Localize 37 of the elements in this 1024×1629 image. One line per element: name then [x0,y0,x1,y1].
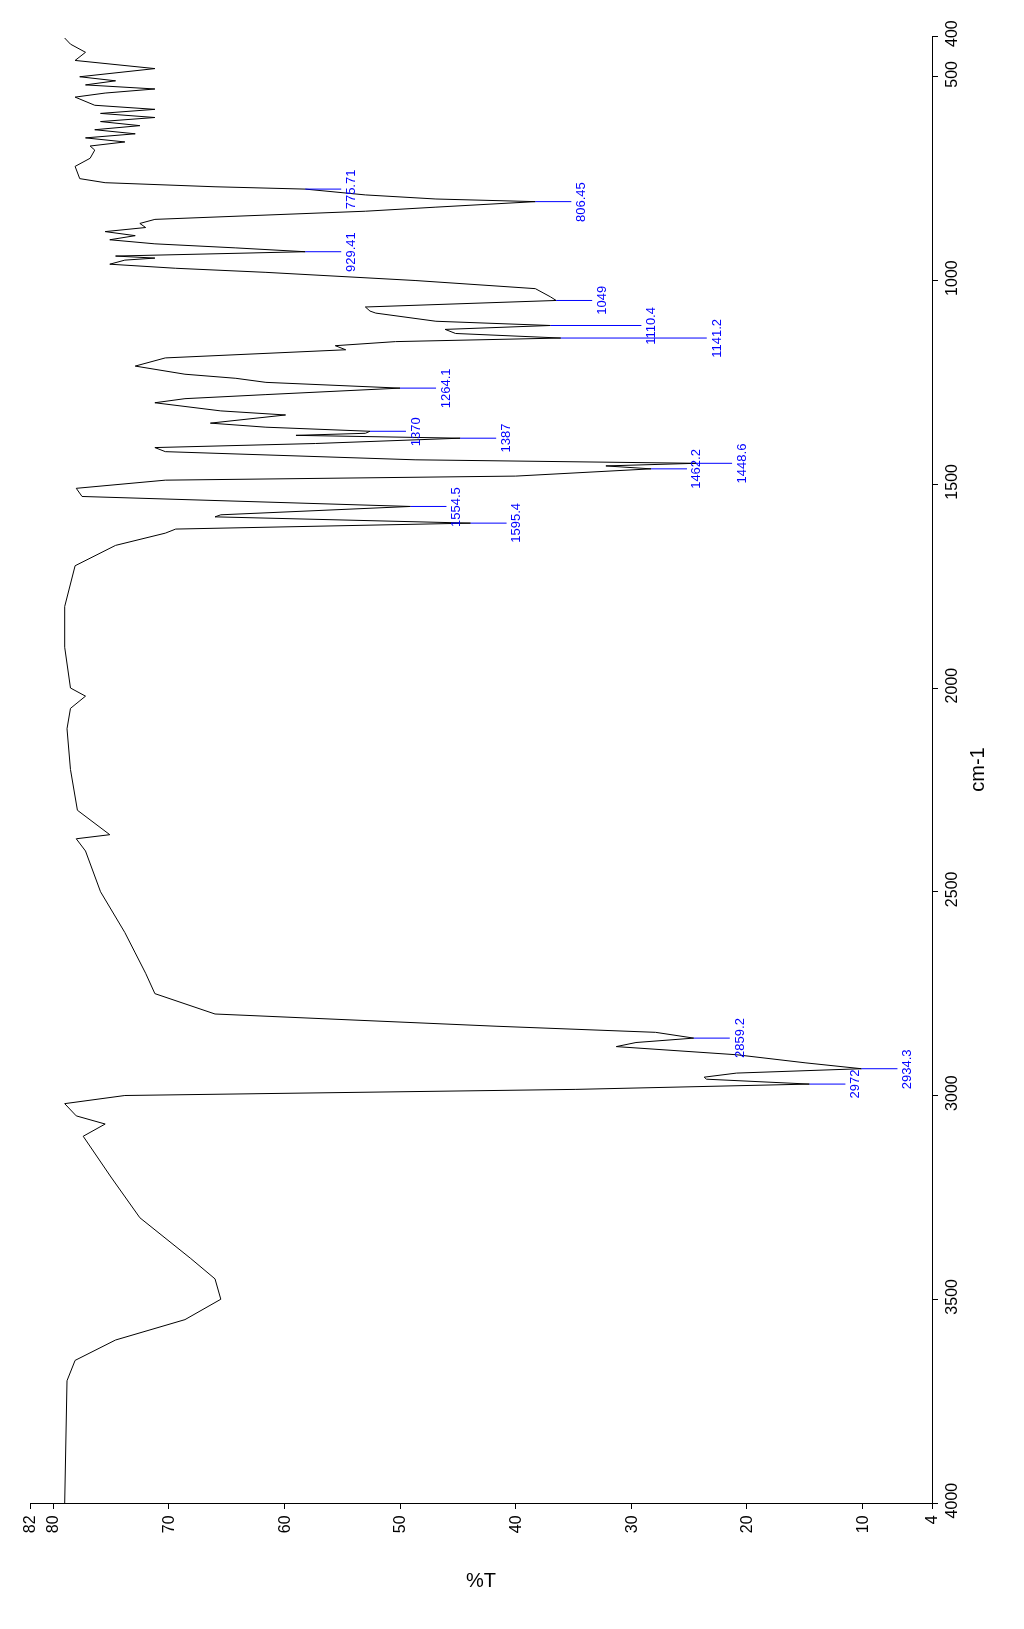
y-tick-label: 2000 [943,667,961,704]
annotation: 2934.3 [898,1049,914,1090]
x-tick-label: 20 [738,1515,756,1534]
annotation: 929.41 [342,232,358,272]
annotation: 1448.6 [733,443,749,484]
annotation: 2859.2 [731,1018,747,1058]
x-tick-label: 4 [923,1515,941,1525]
y-tick-label: 500 [943,60,961,88]
y-tick-label: 2500 [943,871,961,908]
annotation: 1049 [593,285,609,315]
x-tick-label: 50 [391,1515,409,1534]
x-tick-label: 60 [275,1515,293,1534]
x-tick-label: 30 [622,1515,640,1534]
annotation: 1110.4 [642,307,658,345]
x-tick-label: 10 [853,1515,871,1534]
annotation: 775.71 [343,169,359,210]
x-tick-label: 82 [21,1515,39,1534]
annotation: 1370 [407,417,423,447]
x-tick-label: 80 [44,1515,62,1534]
annotation: 1554.5 [448,487,463,527]
annotation: 1387 [497,423,513,453]
y-tick-label: 4000 [943,1482,961,1519]
y-axis-title: cm-1 [965,747,988,792]
y-tick-label: 3000 [943,1075,961,1111]
annotation: 1462.2 [688,449,704,489]
annotation: 1141.2 [708,319,724,358]
annotation: 1595.4 [508,502,524,543]
x-tick-label: 70 [159,1515,177,1534]
y-tick-label: 3500 [943,1278,961,1315]
annotation: 1264.1 [437,368,453,409]
y-tick-label: 1500 [943,463,961,500]
x-axis-title: %T [466,1568,496,1591]
annotation: 2972 [847,1069,863,1099]
x-tick-label: 40 [506,1515,524,1534]
annotation: 806.45 [572,182,588,222]
y-tick-label: 400 [943,20,961,47]
y-tick-label: 1000 [943,260,961,296]
